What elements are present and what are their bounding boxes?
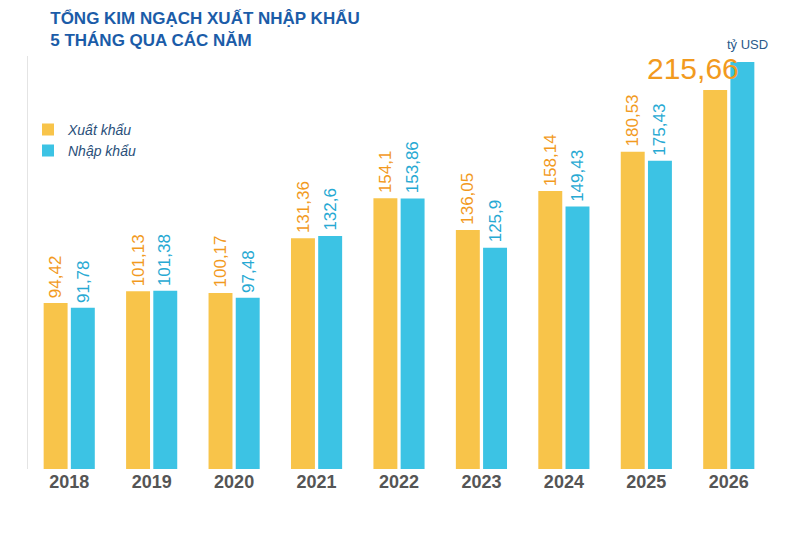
svg-text:Nhập khẩu: Nhập khẩu	[68, 143, 136, 159]
svg-text:2020: 2020	[214, 472, 254, 492]
svg-text:2021: 2021	[297, 472, 337, 492]
svg-text:132,6: 132,6	[321, 188, 340, 231]
svg-text:136,05: 136,05	[458, 173, 477, 225]
svg-text:2022: 2022	[379, 472, 419, 492]
svg-text:158,14: 158,14	[541, 134, 560, 186]
svg-text:2019: 2019	[132, 472, 172, 492]
svg-text:131,36: 131,36	[294, 181, 313, 233]
svg-text:Xuất khẩu: Xuất khẩu	[67, 122, 131, 138]
svg-text:97,48: 97,48	[239, 250, 258, 293]
svg-text:101,13: 101,13	[129, 234, 148, 286]
svg-text:175,43: 175,43	[650, 104, 669, 156]
svg-text:2024: 2024	[544, 472, 584, 492]
svg-text:101,38: 101,38	[155, 234, 174, 286]
svg-text:215,66: 215,66	[647, 52, 739, 85]
svg-text:2023: 2023	[461, 472, 501, 492]
svg-text:153,86: 153,86	[403, 141, 422, 193]
svg-text:2018: 2018	[49, 472, 89, 492]
svg-text:tỷ USD: tỷ USD	[727, 37, 768, 52]
svg-text:180,53: 180,53	[623, 94, 642, 146]
svg-text:94,42: 94,42	[46, 256, 65, 299]
svg-text:TỔNG KIM NGẠCH XUẤT NHẬP KHẨU5: TỔNG KIM NGẠCH XUẤT NHẬP KHẨU5 THÁNG QUA…	[50, 9, 359, 50]
svg-text:154,1: 154,1	[376, 151, 395, 194]
svg-text:100,17: 100,17	[211, 235, 230, 287]
svg-text:2026: 2026	[709, 472, 749, 492]
svg-text:91,78: 91,78	[74, 260, 93, 303]
svg-text:2025: 2025	[626, 472, 666, 492]
svg-text:149,43: 149,43	[568, 150, 587, 202]
svg-text:125,9: 125,9	[486, 200, 505, 243]
